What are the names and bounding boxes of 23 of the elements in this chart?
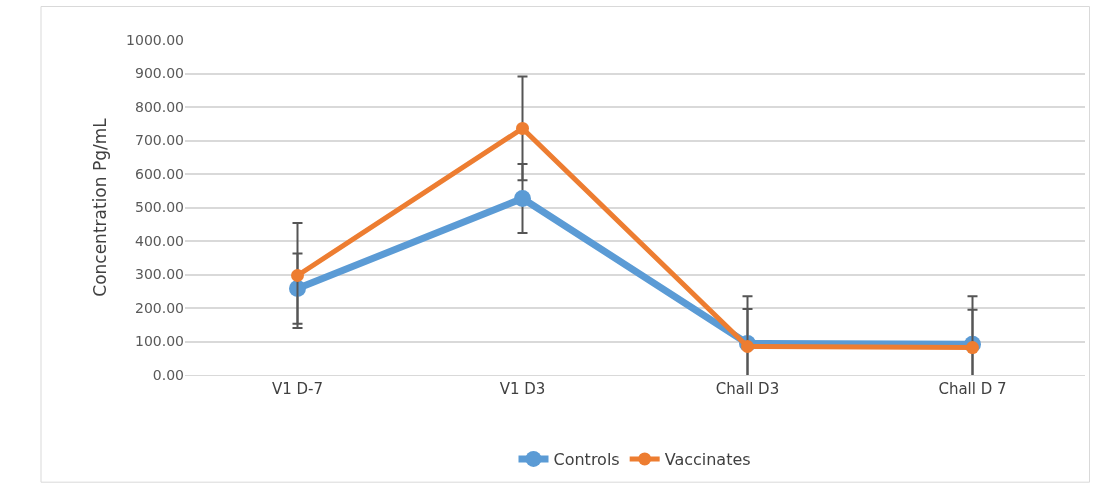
y-tick-label: 800.00 bbox=[135, 98, 184, 115]
x-tick-label: V1 D-7 bbox=[271, 380, 324, 398]
y-tick-label: 700.00 bbox=[135, 132, 184, 149]
point bbox=[741, 340, 754, 354]
y-tick-label: 900.00 bbox=[135, 65, 184, 82]
y-tick-label: 500.00 bbox=[135, 199, 184, 216]
y-tick-label: 1000.00 bbox=[126, 31, 184, 48]
y-tick-label: 0.00 bbox=[152, 366, 184, 383]
y-tick-label: 300.00 bbox=[135, 266, 184, 283]
point bbox=[516, 121, 529, 135]
legend-label: Controls bbox=[553, 450, 620, 470]
point bbox=[966, 341, 979, 355]
x-tick-label: Chall D 7 bbox=[938, 380, 1007, 398]
point bbox=[514, 189, 531, 207]
y-tick-label: 100.00 bbox=[135, 333, 184, 350]
legend-label: Vaccinates bbox=[664, 450, 751, 470]
y-tick-label: 400.00 bbox=[135, 232, 184, 249]
y-tick-label: 600.00 bbox=[135, 165, 184, 182]
y-tick-label: 200.00 bbox=[135, 299, 184, 316]
x-tick-label: V1 D3 bbox=[499, 380, 546, 398]
y-axis-title: Concentration Pg/mL bbox=[89, 117, 110, 297]
x-tick-label: Chall D3 bbox=[715, 380, 780, 398]
point bbox=[291, 269, 304, 282]
